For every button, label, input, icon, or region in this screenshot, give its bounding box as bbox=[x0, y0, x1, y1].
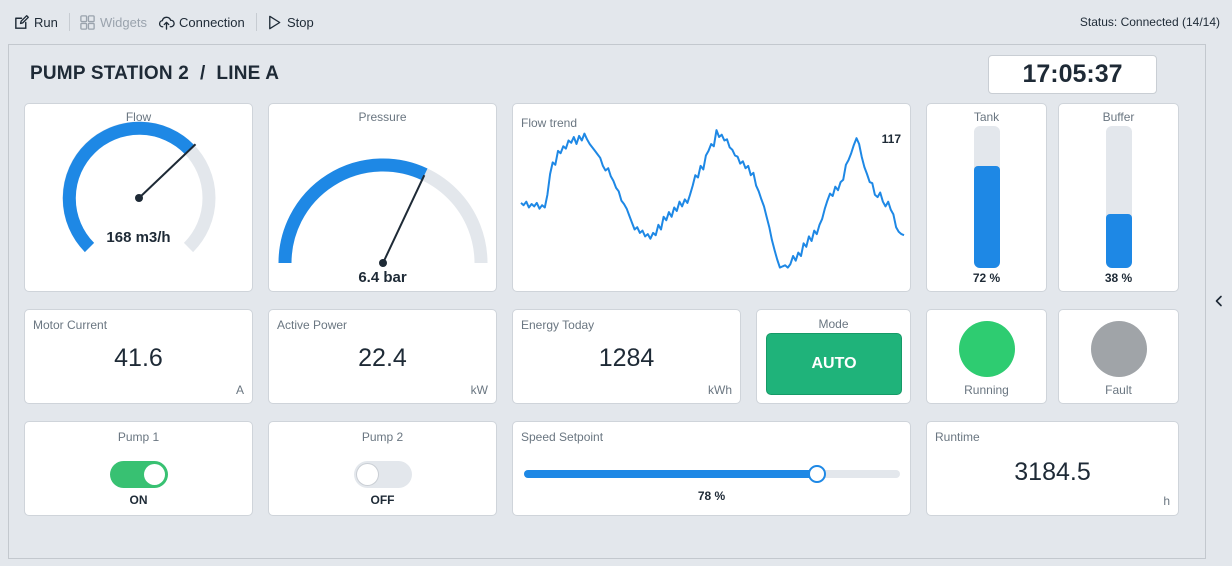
toolbar-separator bbox=[69, 13, 70, 31]
clock-display: 17:05:37 bbox=[988, 55, 1157, 94]
flow-gauge-hub bbox=[135, 194, 143, 202]
pump2-card: Pump 2 OFF bbox=[268, 421, 497, 516]
pump1-card: Pump 1 ON bbox=[24, 421, 253, 516]
tank-level-value: 72 % bbox=[972, 271, 1001, 285]
tank-level-card: Tank 72 % bbox=[926, 103, 1047, 292]
running-label: Running bbox=[964, 383, 1009, 397]
widgets-button[interactable]: Widgets bbox=[79, 12, 147, 32]
speed-setpoint-value: 78 % bbox=[697, 489, 726, 503]
mode-card: Mode AUTO bbox=[756, 309, 911, 404]
edit-icon bbox=[15, 14, 29, 29]
pressure-gauge-card: Pressure 6.4 bar bbox=[268, 103, 497, 292]
flow-title: Flow bbox=[125, 110, 152, 124]
speed-setpoint-card: Speed Setpoint 78 % bbox=[512, 421, 911, 516]
pump2-state: OFF bbox=[370, 493, 395, 507]
active-power-title: Active Power bbox=[277, 318, 348, 332]
flow-gauge-needle bbox=[138, 143, 197, 199]
pressure-gauge bbox=[278, 158, 488, 267]
buffer-level-value: 38 % bbox=[1104, 271, 1133, 285]
buffer-level-fill bbox=[1106, 214, 1132, 268]
flow-trend-card: Flow trend 117 bbox=[512, 103, 911, 292]
speed-setpoint-slider[interactable] bbox=[524, 465, 900, 483]
tank-level-fill bbox=[974, 165, 1000, 268]
energy-today-value: 1284 bbox=[598, 344, 655, 372]
run-button[interactable]: Run bbox=[13, 12, 58, 32]
chevron-left-icon[interactable] bbox=[1212, 293, 1226, 309]
active-power-unit: kW bbox=[470, 383, 488, 397]
active-power-value: 22.4 bbox=[358, 344, 407, 372]
stop-label: Stop bbox=[287, 14, 314, 30]
speed-setpoint-title: Speed Setpoint bbox=[521, 430, 604, 444]
flow-trend-last-value: 117 bbox=[881, 132, 901, 146]
flow-value: 168 m3/h bbox=[106, 229, 171, 246]
mode-auto-button[interactable]: AUTO bbox=[766, 333, 902, 395]
motor-current-value: 41.6 bbox=[114, 344, 163, 372]
runtime-value: 3184.5 bbox=[1014, 458, 1091, 486]
flow-trend-chart bbox=[520, 129, 905, 269]
grid-icon bbox=[80, 14, 95, 30]
pressure-value: 6.4 bar bbox=[358, 269, 407, 286]
pump1-state: ON bbox=[129, 493, 148, 507]
pressure-gauge-track bbox=[278, 158, 488, 264]
runtime-title: Runtime bbox=[935, 430, 980, 444]
stop-button[interactable]: Stop bbox=[266, 12, 314, 32]
connection-label: Connection bbox=[179, 14, 245, 30]
flow-gauge-card: Flow 168 m3/h bbox=[24, 103, 253, 292]
widgets-label: Widgets bbox=[100, 14, 147, 30]
run-label: Run bbox=[34, 14, 58, 30]
motor-current-title: Motor Current bbox=[33, 318, 108, 332]
tank-level-bar bbox=[974, 126, 1000, 268]
buffer-level-card: Buffer 38 % bbox=[1058, 103, 1179, 292]
buffer-level-bar bbox=[1106, 126, 1132, 268]
energy-today-title: Energy Today bbox=[521, 318, 595, 332]
fault-indicator-lamp bbox=[1090, 321, 1147, 377]
runtime-card: Runtime 3184.5 h bbox=[926, 421, 1179, 516]
toolbar: Run Widgets Connection Stop Status: Conn… bbox=[0, 0, 1232, 44]
running-indicator-lamp bbox=[958, 321, 1015, 377]
pump2-toggle[interactable] bbox=[353, 461, 412, 488]
motor-current-unit: A bbox=[235, 383, 244, 397]
flow-trend-title: Flow trend bbox=[521, 116, 578, 130]
fault-indicator-card: Fault bbox=[1058, 309, 1179, 404]
energy-today-unit: kWh bbox=[708, 383, 732, 397]
dashboard-canvas: PUMP STATION 2 / LINE A 17:05:37 Flow 16… bbox=[8, 44, 1206, 559]
pressure-gauge-fill bbox=[278, 158, 428, 264]
pressure-title: Pressure bbox=[358, 110, 407, 124]
motor-current-card: Motor Current 41.6 A bbox=[24, 309, 253, 404]
speed-setpoint-thumb[interactable] bbox=[808, 465, 827, 483]
flow-gauge bbox=[62, 121, 216, 253]
fault-label: Fault bbox=[1105, 383, 1132, 397]
toolbar-separator bbox=[256, 13, 257, 31]
energy-today-card: Energy Today 1284 kWh bbox=[512, 309, 741, 404]
play-icon bbox=[269, 15, 281, 29]
tank-title: Tank bbox=[973, 110, 1000, 124]
cloud-upload-icon bbox=[158, 16, 175, 30]
mode-title: Mode bbox=[818, 317, 849, 331]
pressure-gauge-hub bbox=[379, 259, 387, 267]
flow-trend-line bbox=[520, 129, 905, 269]
pump1-toggle-knob bbox=[143, 464, 165, 485]
pump1-title: Pump 1 bbox=[117, 430, 160, 444]
pressure-gauge-needle bbox=[382, 174, 426, 264]
running-indicator-card: Running bbox=[926, 309, 1047, 404]
pump2-title: Pump 2 bbox=[361, 430, 404, 444]
active-power-card: Active Power 22.4 kW bbox=[268, 309, 497, 404]
pump1-toggle[interactable] bbox=[109, 461, 168, 488]
page-title: PUMP STATION 2 / LINE A bbox=[30, 63, 280, 84]
connection-status: Status: Connected (14/14) bbox=[1079, 15, 1220, 29]
speed-setpoint-fill bbox=[524, 470, 818, 478]
connection-button[interactable]: Connection bbox=[158, 12, 245, 32]
flow-gauge-fill bbox=[62, 121, 195, 253]
runtime-unit: h bbox=[1163, 494, 1170, 508]
pump2-toggle-knob bbox=[356, 464, 378, 485]
buffer-title: Buffer bbox=[1102, 110, 1135, 124]
